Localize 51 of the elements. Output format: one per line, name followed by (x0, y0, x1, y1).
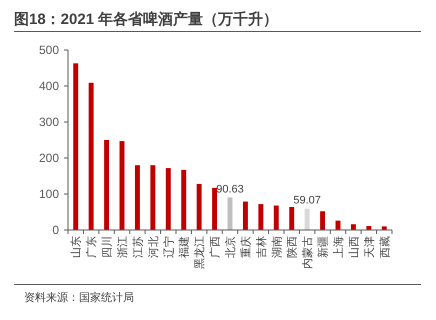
bar (104, 140, 110, 230)
y-tick-label: 0 (52, 223, 60, 237)
x-tick-label: 四川 (100, 236, 114, 258)
x-tick-label: 天津 (362, 236, 376, 258)
y-tick-label: 500 (38, 43, 60, 57)
x-tick-label: 辽宁 (162, 236, 176, 258)
bar (166, 168, 171, 230)
x-tick-label: 陕西 (286, 236, 299, 258)
x-tick-label: 广西 (208, 236, 222, 258)
x-tick-label: 新疆 (316, 236, 330, 258)
bar (304, 208, 310, 230)
bar (150, 165, 156, 230)
x-tick-label: 河北 (146, 236, 160, 258)
x-tick-label: 湖南 (270, 236, 284, 258)
bar (120, 141, 124, 230)
bar (274, 206, 279, 230)
x-tick-label: 吉林 (254, 236, 268, 258)
bar (366, 226, 372, 230)
bar (258, 204, 264, 230)
y-tick-label: 200 (38, 151, 60, 165)
x-tick-label: 西藏 (378, 236, 392, 258)
bar (73, 63, 78, 230)
bar (336, 220, 340, 230)
bar (134, 165, 140, 230)
bar (289, 206, 294, 230)
bar (228, 197, 232, 230)
bar (320, 211, 326, 230)
x-tick-label: 黑龙江 (193, 236, 206, 269)
x-tick-label: 福建 (178, 236, 191, 258)
y-tick-label: 300 (38, 115, 60, 129)
chart-title: 图18：2021 年各省啤酒产量（万千升） (14, 11, 278, 28)
data-label: 90.63 (216, 183, 244, 196)
x-tick-label: 广东 (85, 236, 98, 258)
x-tick-label: 江苏 (131, 236, 144, 258)
bar (88, 82, 94, 230)
x-tick-label: 内蒙古 (301, 236, 314, 269)
x-tick-label: 山西 (347, 236, 360, 258)
y-tick-label: 100 (38, 187, 60, 201)
x-tick-label: 山东 (70, 236, 83, 258)
x-tick-label: 上海 (332, 236, 345, 258)
x-tick-label: 重庆 (239, 236, 252, 258)
bar (181, 170, 186, 230)
bar (212, 188, 218, 230)
x-tick-label: 北京 (224, 236, 237, 258)
data-label: 59.07 (293, 194, 321, 207)
y-tick-label: 400 (38, 79, 60, 93)
text: 资料来源：国家统计局 (24, 291, 134, 304)
x-tick-label: 浙江 (116, 236, 129, 258)
bar (242, 202, 248, 230)
bar (350, 224, 356, 230)
bar (196, 184, 202, 230)
